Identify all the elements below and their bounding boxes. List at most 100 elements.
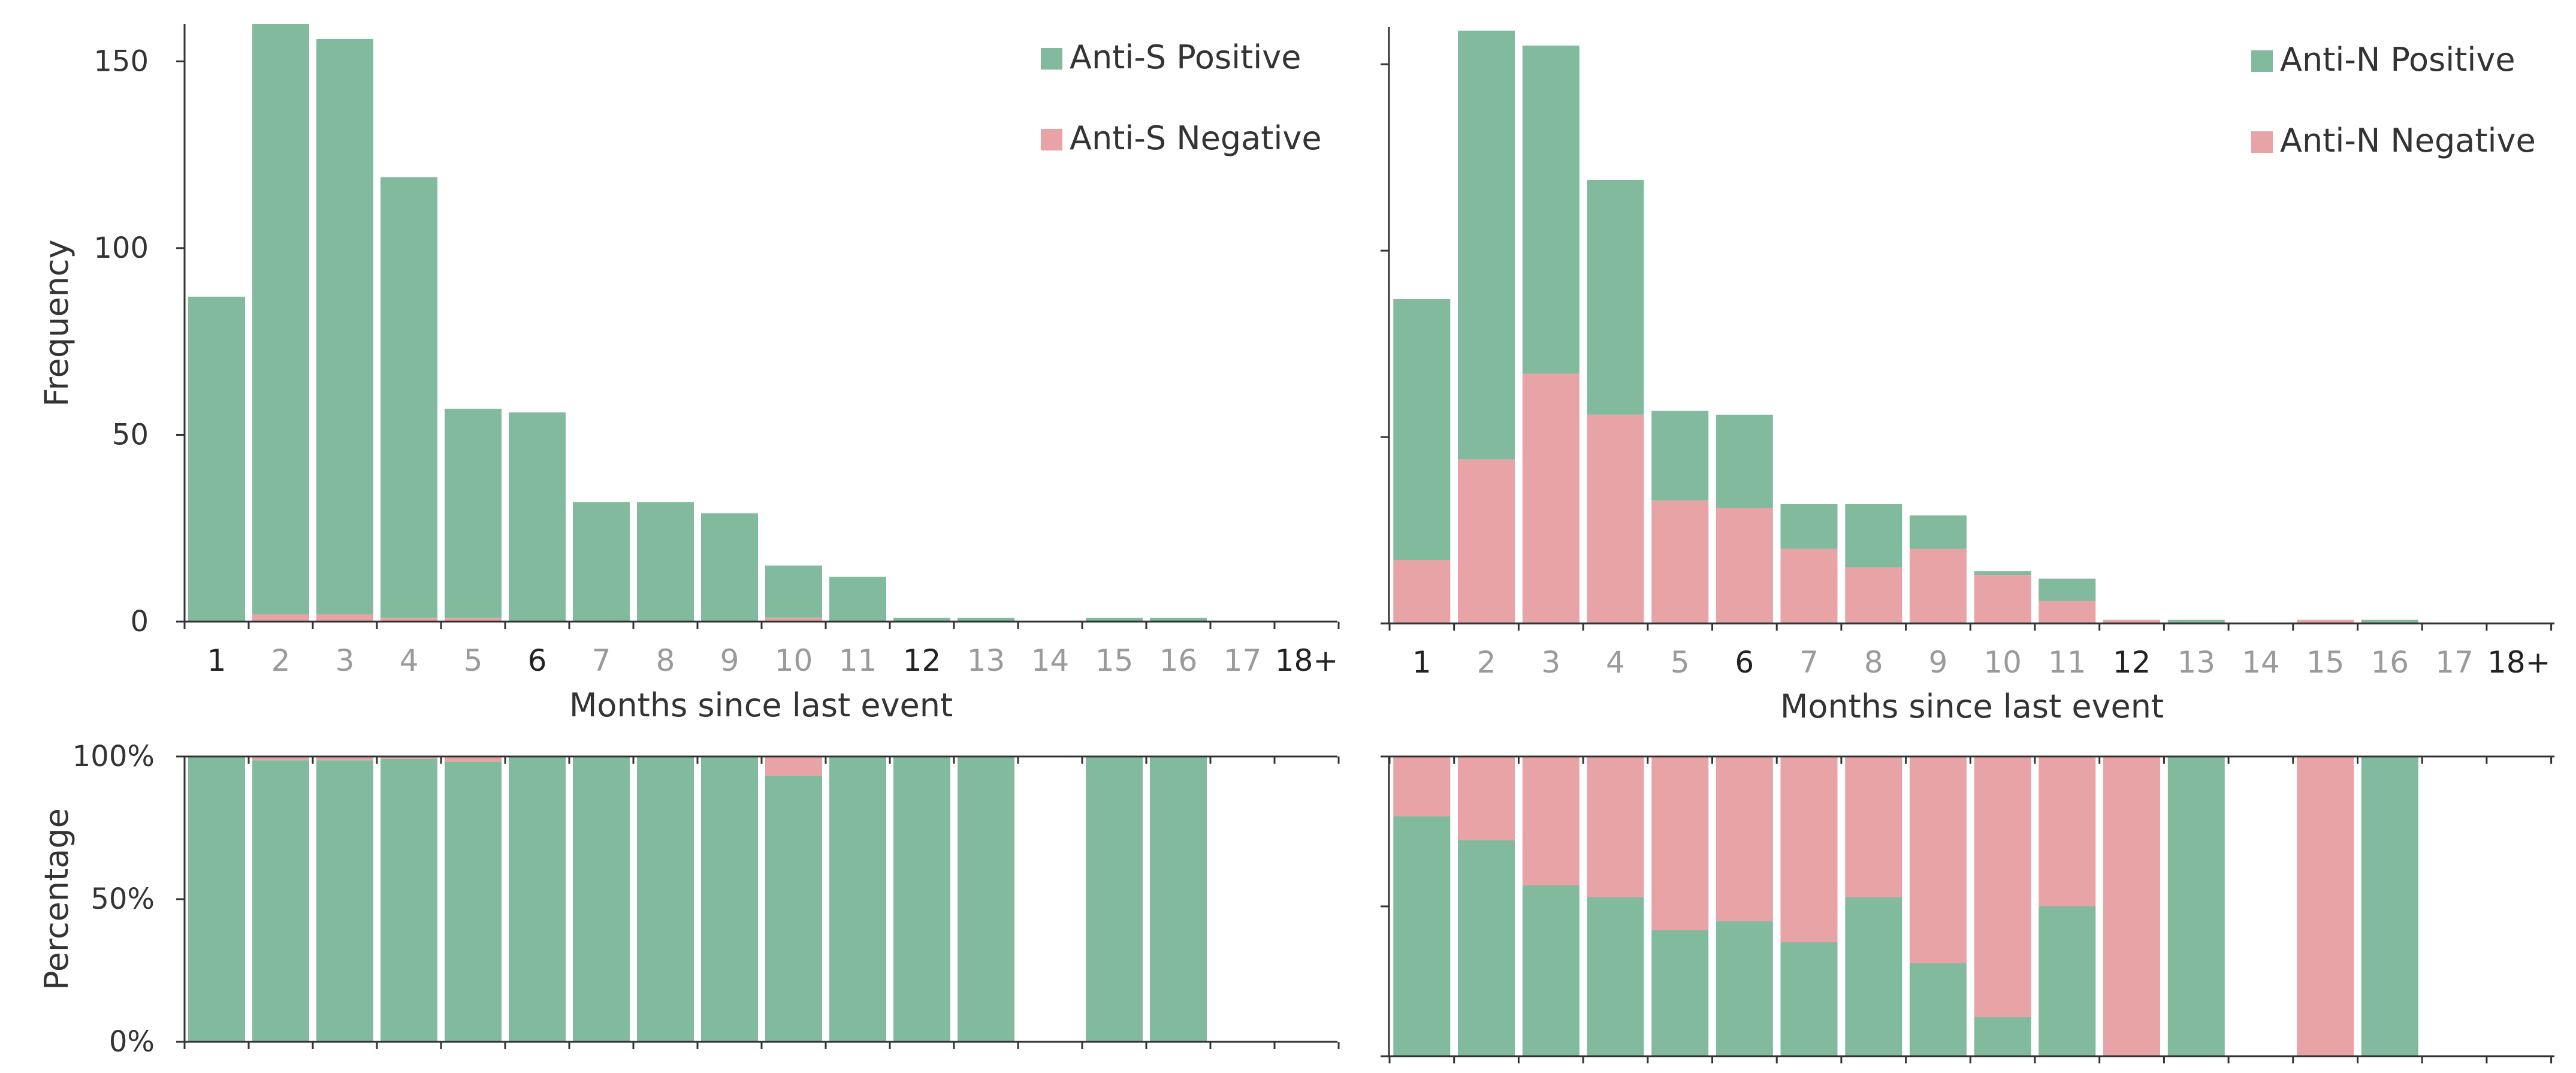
bar-top-left-anti-s-positive-10 bbox=[765, 565, 822, 618]
legend-swatch bbox=[1041, 129, 1062, 150]
bar-top-right-anti-n-negative-15 bbox=[2297, 619, 2354, 623]
bar-top-left-anti-s-positive-3 bbox=[316, 38, 373, 614]
bar-bottom-left-anti-s-positive--8 bbox=[637, 756, 694, 1042]
x-tick-label: 4 bbox=[1606, 645, 1625, 680]
bar-bottom-right-anti-n-negative--2 bbox=[1458, 756, 1515, 840]
bar-bottom-right-anti-n-negative--11 bbox=[2039, 756, 2096, 906]
bar-top-right-anti-n-positive-11 bbox=[2039, 578, 2096, 601]
chart-panel-top-left: 1 2 3 4 5 6 7 8 9 10 11 12 13 14 15 16 17 18+Months since… bbox=[38, 24, 1340, 724]
bar-bottom-left-anti-s-positive--7 bbox=[573, 756, 630, 1042]
bar-bottom-right-anti-n-positive--11 bbox=[2039, 906, 2096, 1056]
bar-bottom-left-anti-s-positive--5 bbox=[445, 761, 502, 1042]
x-tick-label: 17 bbox=[1224, 643, 1262, 678]
bar-bottom-right-anti-n-positive--1 bbox=[1393, 816, 1451, 1056]
x-axis-title: Months since last event bbox=[569, 686, 953, 724]
bar-top-left-anti-s-negative-3 bbox=[316, 614, 373, 622]
x-tick-label: 12 bbox=[903, 643, 941, 678]
legend-label: Anti-N Positive bbox=[2280, 41, 2515, 79]
x-tick-label: 12 bbox=[2113, 645, 2151, 680]
bar-top-right-anti-n-positive-8 bbox=[1845, 504, 1902, 568]
bar-bottom-left-anti-s-positive--16 bbox=[1150, 756, 1207, 1042]
chart-panel-top-right: 1 2 3 4 5 6 7 8 9 10 11 12 13 14 15 16 17 18+Months since… bbox=[1381, 27, 2554, 725]
bar-bottom-right-anti-n-negative--3 bbox=[1522, 756, 1580, 885]
bar-top-right-anti-n-positive-5 bbox=[1651, 411, 1709, 501]
bar-top-left-anti-s-positive-1 bbox=[188, 296, 245, 622]
bar-bottom-right-anti-n-positive--4 bbox=[1587, 897, 1644, 1056]
legend-label: Anti-S Positive bbox=[1070, 38, 1301, 76]
bar-bottom-right-anti-n-positive--13 bbox=[2167, 756, 2225, 1056]
bar-top-right-anti-n-negative-10 bbox=[1974, 575, 2031, 623]
bar-top-right-anti-n-positive-1 bbox=[1393, 299, 1451, 560]
bar-top-left-anti-s-positive-4 bbox=[380, 177, 437, 618]
legend-label: Anti-S Negative bbox=[1070, 119, 1322, 157]
bar-bottom-right-anti-n-positive--16 bbox=[2361, 756, 2418, 1056]
x-tick-label: 16 bbox=[1159, 643, 1198, 678]
bar-top-right-anti-n-negative-11 bbox=[2039, 601, 2096, 623]
legend-swatch bbox=[1041, 48, 1062, 70]
bar-top-right-anti-n-negative-2 bbox=[1458, 459, 1515, 623]
bar-top-left-anti-s-positive-12 bbox=[893, 617, 950, 622]
x-tick-label: 3 bbox=[1541, 645, 1560, 680]
bar-bottom-right-anti-n-negative--12 bbox=[2103, 756, 2160, 1056]
bar-top-left-anti-s-negative-4 bbox=[380, 617, 437, 622]
bar-top-right-anti-n-positive-6 bbox=[1716, 414, 1773, 508]
bar-top-right-anti-n-negative-6 bbox=[1716, 508, 1773, 623]
x-tick-label: 2 bbox=[271, 643, 291, 678]
bar-top-right-anti-n-positive-4 bbox=[1587, 180, 1644, 415]
bar-bottom-left-anti-s-positive--13 bbox=[958, 756, 1014, 1042]
y-axis-title: Frequency bbox=[38, 240, 76, 407]
bar-top-left-anti-s-positive-8 bbox=[637, 502, 694, 622]
bar-bottom-right-anti-n-positive--2 bbox=[1458, 840, 1515, 1056]
bar-top-left-anti-s-positive-15 bbox=[1086, 617, 1143, 622]
x-tick-label: 8 bbox=[1864, 645, 1883, 680]
bar-bottom-right-anti-n-negative--15 bbox=[2297, 756, 2354, 1056]
bar-bottom-right-anti-n-positive--10 bbox=[1974, 1017, 2031, 1056]
x-tick-label: 17 bbox=[2435, 645, 2474, 680]
y-axis-title: Percentage bbox=[38, 808, 76, 990]
bar-bottom-right-anti-n-positive--6 bbox=[1716, 921, 1773, 1056]
bar-bottom-right-anti-n-negative--5 bbox=[1651, 756, 1709, 930]
x-tick-label: 6 bbox=[1735, 645, 1754, 680]
bar-bottom-right-anti-n-positive--9 bbox=[1909, 963, 1967, 1056]
bar-bottom-left-anti-s-negative--10 bbox=[765, 756, 822, 776]
bar-bottom-right-anti-n-negative--1 bbox=[1393, 756, 1451, 816]
bar-bottom-left-anti-s-negative--3 bbox=[316, 756, 373, 761]
bar-top-right-anti-n-positive-16 bbox=[2361, 619, 2418, 623]
legend-label: Anti-N Negative bbox=[2280, 122, 2536, 159]
bar-top-right-anti-n-positive-3 bbox=[1522, 46, 1580, 374]
bar-bottom-right-anti-n-positive--8 bbox=[1845, 897, 1902, 1056]
bar-bottom-right-anti-n-negative--10 bbox=[1974, 756, 2031, 1017]
bar-bottom-left-anti-s-negative--5 bbox=[445, 756, 502, 762]
y-tick-label: 100% bbox=[73, 740, 155, 773]
x-tick-label: 13 bbox=[967, 643, 1005, 678]
bar-top-right-anti-n-positive-2 bbox=[1458, 31, 1515, 460]
bar-bottom-right-anti-n-negative--4 bbox=[1587, 756, 1644, 897]
bar-bottom-right-anti-n-negative--7 bbox=[1780, 756, 1838, 942]
x-tick-label: 1 bbox=[1412, 645, 1432, 680]
x-tick-label: 18+ bbox=[1275, 643, 1339, 678]
bar-top-right-anti-n-negative-1 bbox=[1393, 560, 1451, 623]
x-tick-label: 15 bbox=[2306, 645, 2345, 680]
x-axis-title: Months since last event bbox=[1780, 688, 2164, 725]
x-tick-label: 7 bbox=[1799, 645, 1819, 680]
bar-top-left-anti-s-positive-16 bbox=[1150, 617, 1207, 622]
x-tick-label: 9 bbox=[1928, 645, 1947, 680]
y-tick-label: 50% bbox=[90, 882, 155, 916]
bar-bottom-left-anti-s-positive--6 bbox=[509, 756, 566, 1042]
y-tick-label: 100 bbox=[93, 231, 149, 265]
x-tick-label: 8 bbox=[656, 643, 675, 678]
bar-top-right-anti-n-negative-7 bbox=[1780, 548, 1838, 623]
x-tick-label: 10 bbox=[1983, 645, 2022, 680]
x-tick-label: 3 bbox=[336, 643, 355, 678]
y-tick-label: 0 bbox=[130, 605, 149, 638]
y-tick-label: 0% bbox=[109, 1025, 155, 1059]
x-tick-label: 14 bbox=[1031, 643, 1070, 678]
bar-bottom-left-anti-s-positive--12 bbox=[893, 756, 950, 1042]
bar-top-right-anti-n-negative-12 bbox=[2103, 619, 2160, 623]
bar-bottom-left-anti-s-positive--9 bbox=[701, 756, 758, 1042]
bar-bottom-right-anti-n-negative--9 bbox=[1909, 756, 1967, 963]
bar-top-left-anti-s-negative-10 bbox=[765, 617, 822, 622]
bar-bottom-left-anti-s-positive--10 bbox=[765, 775, 822, 1042]
bar-bottom-left-anti-s-positive--2 bbox=[252, 760, 309, 1042]
